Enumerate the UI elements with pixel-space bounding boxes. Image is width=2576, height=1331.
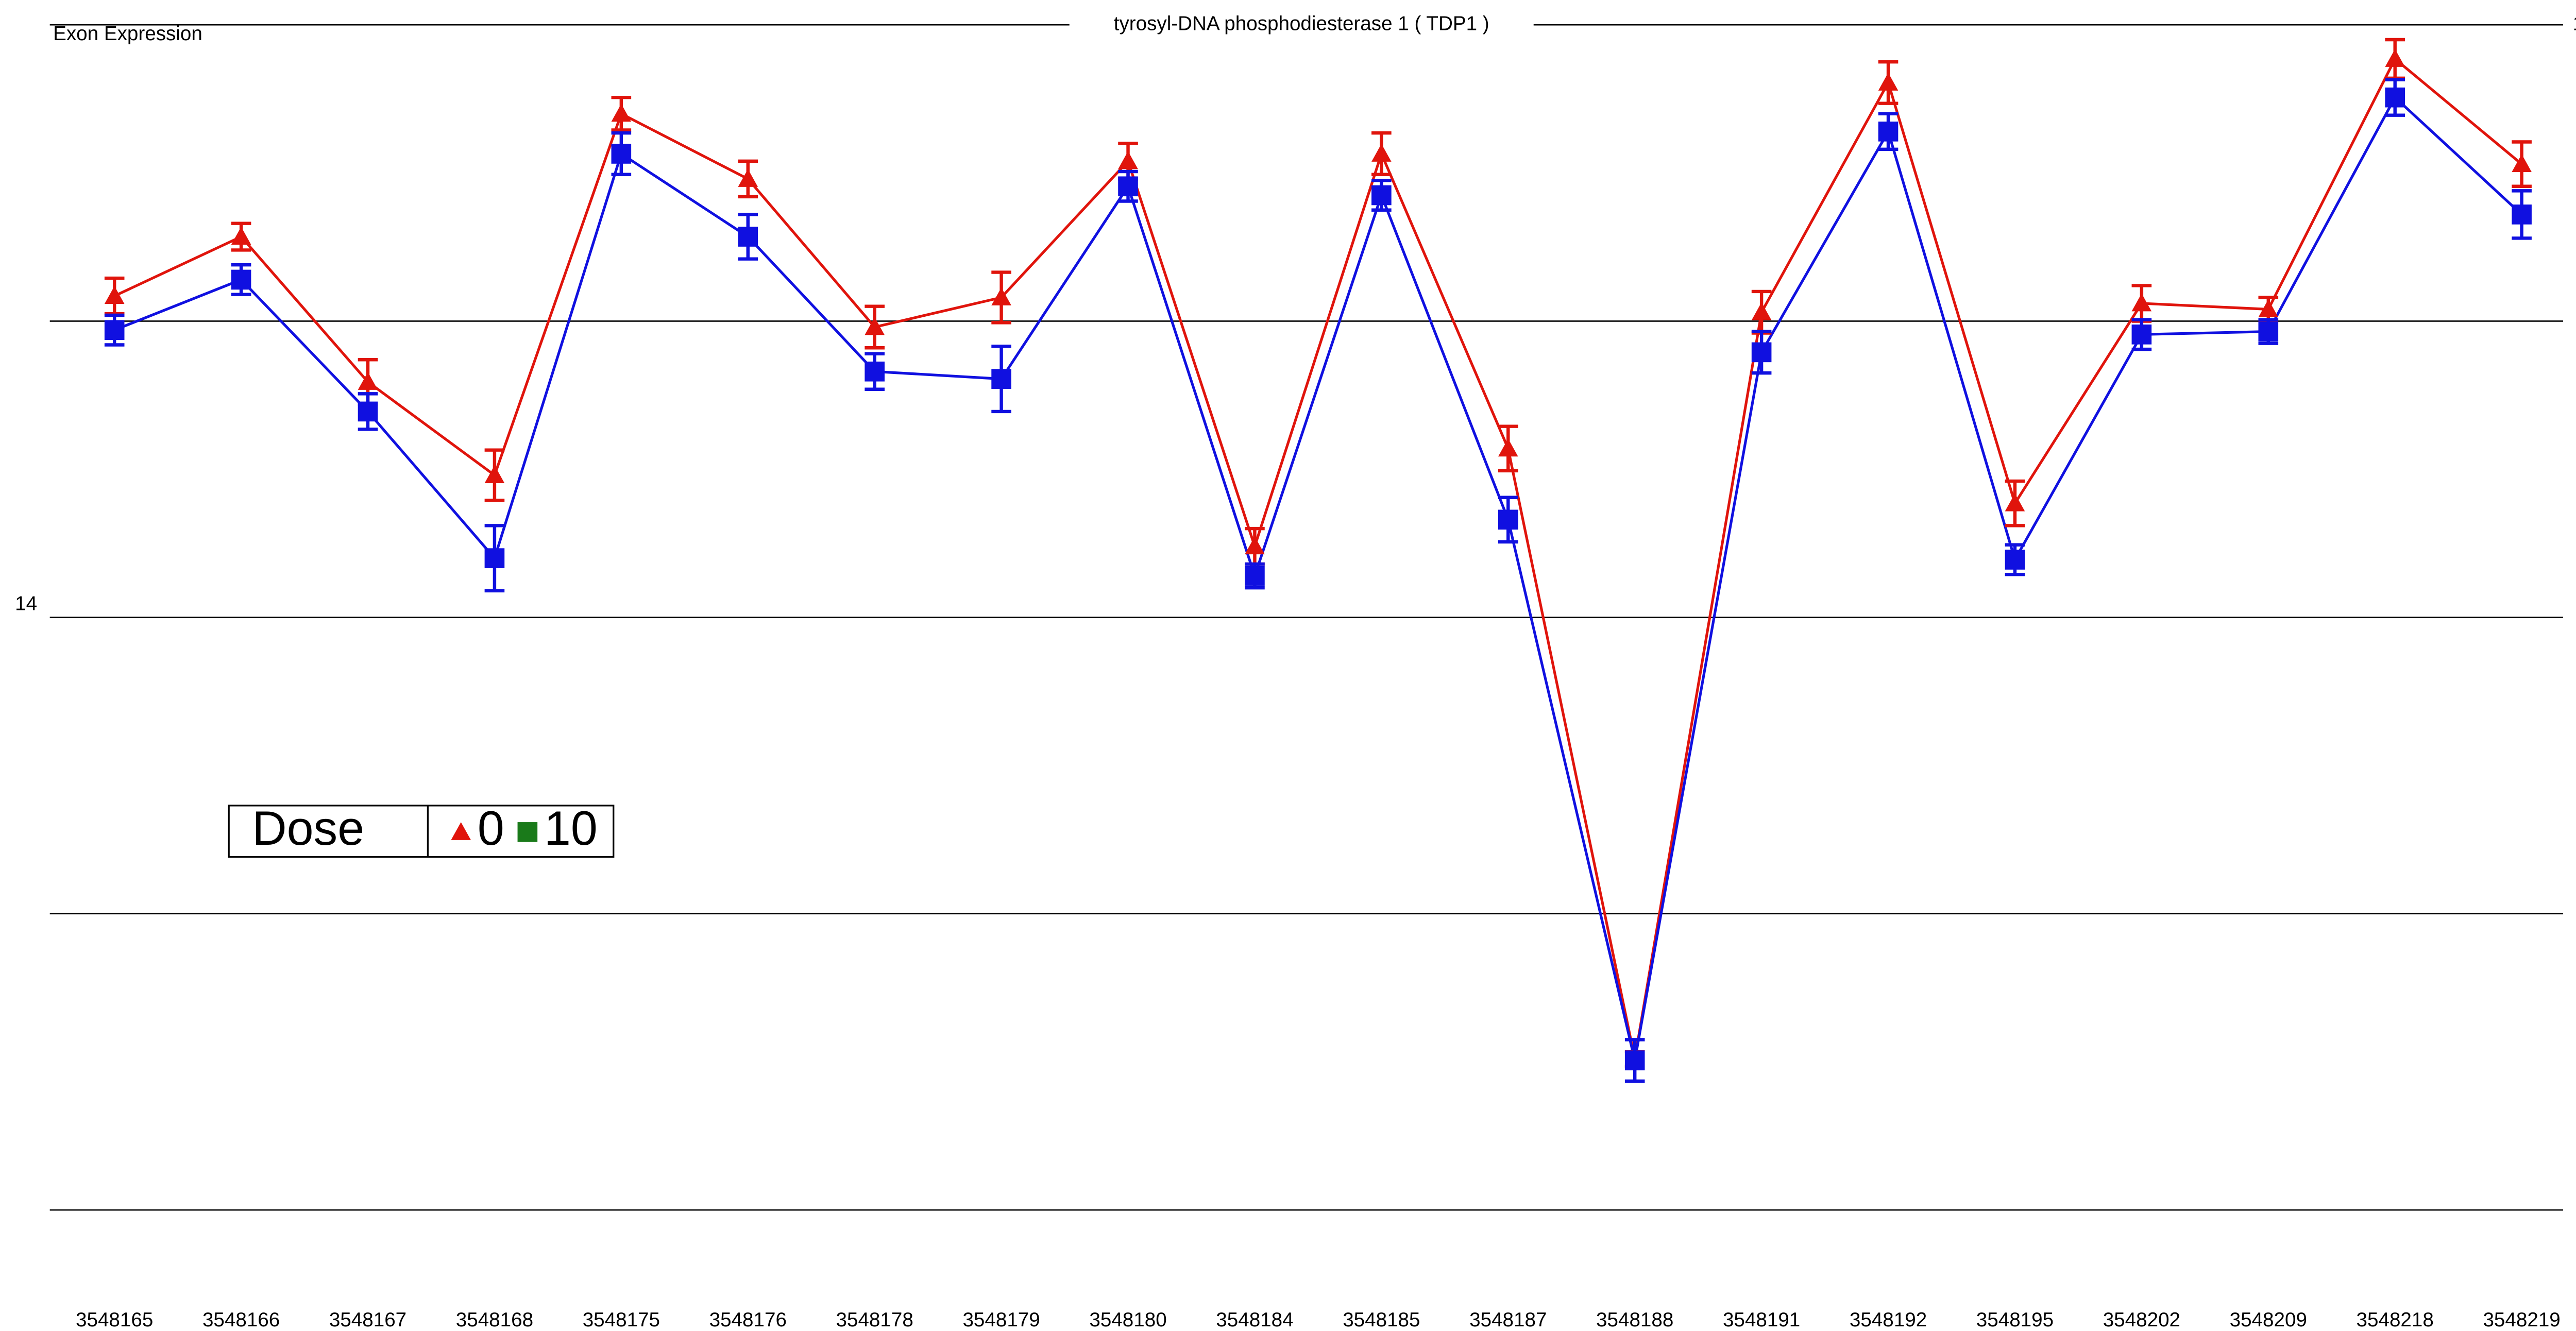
x-tick-label: 3548187 — [1469, 1309, 1547, 1331]
marker — [2131, 325, 2152, 345]
legend-marker — [517, 822, 538, 842]
title-background — [1069, 10, 1534, 40]
x-tick-label: 3548178 — [836, 1309, 913, 1331]
marker — [2005, 550, 2025, 570]
marker — [1245, 566, 1265, 586]
marker — [1118, 151, 1138, 169]
marker — [1751, 302, 1772, 320]
x-tick-label: 3548179 — [962, 1309, 1040, 1331]
marker — [1118, 176, 1138, 197]
grid: 3579113548165354816635481673548168354817… — [49, 12, 2576, 1331]
marker — [2131, 293, 2152, 312]
legend: Dose 0 10 — [228, 801, 615, 858]
marker — [865, 361, 885, 382]
x-tick-label: 3548185 — [1343, 1309, 1420, 1331]
plot — [104, 38, 2532, 1083]
x-tick-label: 3548168 — [456, 1309, 533, 1331]
x-tick-label: 3548165 — [76, 1309, 153, 1331]
left-axis-label: 14 — [15, 593, 37, 615]
y-axis-label: Exon Expression — [53, 23, 202, 45]
x-tick-label: 3548191 — [1723, 1309, 1800, 1331]
marker — [2258, 321, 2279, 342]
marker — [738, 169, 758, 187]
marker — [1498, 438, 1518, 457]
marker — [104, 286, 125, 304]
marker — [2385, 49, 2405, 67]
marker — [2005, 493, 2025, 511]
legend-label: 0 — [478, 801, 504, 855]
x-tick-label: 3548219 — [2483, 1309, 2560, 1331]
marker — [991, 287, 1011, 305]
x-tick-label: 3548167 — [329, 1309, 406, 1331]
x-tick-label: 3548209 — [2230, 1309, 2307, 1331]
x-tick-label: 3548218 — [2357, 1309, 2434, 1331]
marker — [484, 465, 505, 484]
marker — [104, 320, 125, 340]
marker — [1878, 122, 1899, 142]
legend-box — [228, 805, 615, 858]
x-tick-label: 3548188 — [1596, 1309, 1673, 1331]
legend-items: 0 10 — [451, 801, 598, 855]
marker — [2512, 154, 2532, 173]
marker — [1878, 73, 1899, 91]
marker — [1624, 1050, 1645, 1070]
marker — [484, 548, 505, 568]
marker — [358, 401, 378, 422]
x-tick-label: 3548166 — [202, 1309, 280, 1331]
x-tick-label: 3548176 — [709, 1309, 787, 1331]
marker — [2512, 204, 2532, 225]
marker — [1371, 185, 1392, 206]
marker — [991, 369, 1011, 389]
x-tick-label: 3548184 — [1216, 1309, 1293, 1331]
marker — [1371, 144, 1392, 162]
legend-label: 10 — [544, 801, 598, 855]
x-tick-label: 3548175 — [583, 1309, 660, 1331]
y-tick-label: 11 — [2573, 12, 2576, 35]
series-line — [114, 95, 2523, 1061]
x-tick-label: 3548195 — [1976, 1309, 2054, 1331]
series-line — [114, 57, 2523, 1060]
x-tick-label: 3548192 — [1850, 1309, 1927, 1331]
marker — [2385, 87, 2405, 108]
marker — [1498, 509, 1518, 530]
x-tick-label: 3548180 — [1089, 1309, 1166, 1331]
marker — [611, 104, 632, 122]
marker — [2258, 299, 2279, 317]
legend-marker — [451, 822, 471, 840]
x-tick-label: 3548202 — [2103, 1309, 2180, 1331]
marker — [1751, 342, 1772, 363]
marker — [1245, 536, 1265, 555]
marker — [358, 372, 378, 390]
chart-title: tyrosyl-DNA phosphodiesterase 1 ( TDP1 ) — [1114, 12, 1489, 35]
legend-title: Dose — [252, 801, 364, 855]
marker — [738, 227, 758, 247]
marker — [231, 227, 251, 245]
marker — [865, 317, 885, 335]
marker — [611, 144, 632, 164]
marker — [231, 269, 251, 290]
